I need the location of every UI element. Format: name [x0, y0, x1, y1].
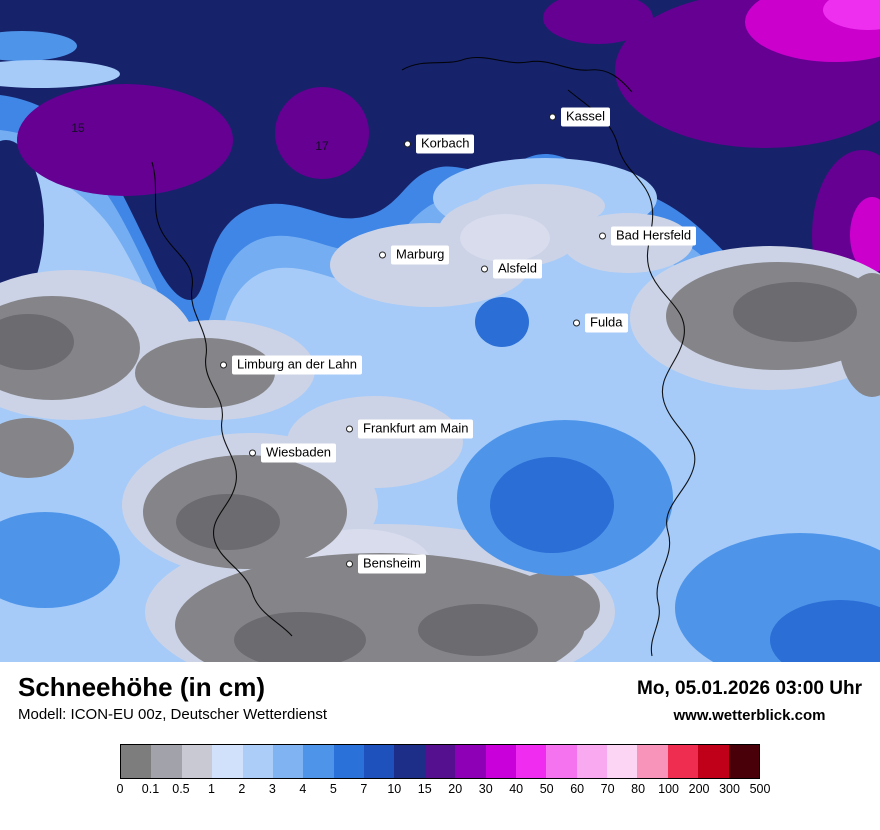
legend-tick-label: 80	[631, 782, 646, 796]
city-marker: Alsfeld	[481, 259, 543, 279]
legend-tick-label: 7	[360, 782, 368, 796]
website-link[interactable]: www.wetterblick.com	[673, 707, 826, 724]
city-label: Limburg an der Lahn	[232, 355, 362, 375]
legend: 0 0.1 0.5 1 2 3 4 5 7 10 15 20 30 40 50 60 70 80 100 200 300…	[116, 744, 771, 798]
legend-tick-labels: 0 0.1 0.5 1 2 3 4 5 7 10 15 20 30 40 50 60 70 80 100 200 300…	[116, 782, 771, 798]
city-dot	[379, 251, 386, 259]
legend-color-segment	[637, 745, 668, 778]
legend-color-segment	[515, 745, 547, 778]
legend-tick-label: 0.5	[172, 782, 190, 796]
map-info-left: Schneehöhe (in cm) Modell: ICON-EU 00z, …	[18, 668, 327, 724]
legend-tick-label: 0.1	[141, 782, 160, 796]
city-label: Marburg	[391, 245, 450, 265]
city-marker: Bad Hersfeld	[599, 226, 697, 246]
city-marker: Bensheim	[346, 554, 426, 574]
legend-tick-label: 10	[387, 782, 402, 796]
legend-tick-label: 2	[238, 782, 246, 796]
legend-color-segment	[576, 745, 607, 778]
legend-tick-label: 5	[329, 782, 337, 796]
contour-value-label: 17	[315, 139, 329, 153]
legend-color-segment	[455, 745, 486, 778]
city-marker: Korbach	[404, 134, 475, 154]
city-markers: Kassel Korbach Bad Hersfeld Marburg Alsfeld F…	[220, 107, 697, 574]
legend-color-segment	[607, 745, 638, 778]
legend-color-segment	[333, 745, 364, 778]
city-dot	[346, 560, 353, 568]
city-dot	[220, 361, 227, 369]
state-borders	[151, 56, 696, 657]
legend-color-segment	[485, 745, 516, 778]
contour-label-layer: 15 17	[71, 121, 329, 153]
legend-color-segment	[424, 745, 456, 778]
model-info: Modell: ICON-EU 00z, Deutscher Wetterdie…	[18, 706, 328, 723]
city-label: Frankfurt am Main	[358, 419, 474, 439]
legend-tick-label: 100	[658, 782, 679, 796]
snow-depth-map: 15 17 Kassel Korbach Bad Hersfeld Marburg Als…	[0, 0, 880, 662]
legend-tick-label: 500	[749, 782, 771, 796]
city-label: Fulda	[585, 313, 628, 333]
legend-tick-label: 1	[207, 782, 215, 796]
legend-color-segment	[242, 745, 273, 778]
forecast-datetime: Mo, 05.01.2026 03:00 Uhr	[637, 678, 862, 699]
city-dot	[404, 140, 411, 148]
legend-tick-label: 50	[539, 782, 554, 796]
city-label: Kassel	[561, 107, 611, 127]
city-marker: Fulda	[573, 313, 628, 333]
contour-value-label: 15	[71, 121, 85, 135]
city-marker: Kassel	[549, 107, 611, 127]
legend-color-segment	[212, 745, 243, 778]
legend-color-segment	[364, 745, 395, 778]
city-label: Wiesbaden	[261, 443, 337, 463]
city-dot	[549, 113, 556, 121]
legend-color-segment	[151, 745, 182, 778]
legend-tick-label: 15	[417, 782, 432, 796]
city-label: Bensheim	[358, 554, 426, 574]
city-marker: Limburg an der Lahn	[220, 355, 362, 375]
map-footer: Schneehöhe (in cm) Modell: ICON-EU 00z, …	[0, 662, 880, 830]
city-label: Korbach	[416, 134, 475, 154]
city-dot	[481, 265, 488, 273]
city-marker: Frankfurt am Main	[346, 419, 474, 439]
deeper-snow-pockets	[0, 297, 880, 662]
city-dot	[346, 425, 353, 433]
legend-tick-label: 4	[299, 782, 307, 796]
legend-tick-label: 20	[448, 782, 463, 796]
city-label: Bad Hersfeld	[611, 226, 697, 246]
city-label: Alsfeld	[493, 259, 543, 279]
city-marker: Wiesbaden	[249, 443, 337, 463]
legend-color-segment	[272, 745, 304, 778]
legend-tick-label: 0	[116, 782, 124, 796]
legend-color-segment	[394, 745, 425, 778]
legend-color-segment	[667, 745, 699, 778]
legend-tick-label: 200	[688, 782, 710, 796]
legend-color-segment	[546, 745, 577, 778]
map-title: Schneehöhe (in cm)	[18, 672, 266, 702]
legend-color-segment	[698, 745, 729, 778]
legend-colorbar	[120, 744, 760, 779]
legend-color-segment	[303, 745, 334, 778]
map-info-row: Schneehöhe (in cm) Modell: ICON-EU 00z, …	[18, 668, 862, 724]
legend-tick-label: 70	[600, 782, 615, 796]
legend-color-segment	[181, 745, 213, 778]
map-info-right: Mo, 05.01.2026 03:00 Uhr www.wetterblick…	[637, 668, 862, 724]
city-marker: Marburg	[379, 245, 450, 265]
legend-tick-label: 40	[509, 782, 524, 796]
legend-tick-label: 60	[570, 782, 585, 796]
city-dot	[249, 449, 256, 457]
legend-color-segment	[728, 745, 759, 778]
legend-tick-label: 300	[719, 782, 740, 796]
legend-tick-label: 30	[478, 782, 493, 796]
snow-free-regions	[0, 262, 880, 662]
legend-color-segment	[121, 745, 152, 778]
snow-depth-raster	[0, 0, 880, 662]
city-dot	[599, 232, 606, 240]
city-dot	[573, 319, 580, 327]
legend-tick-label: 3	[268, 782, 276, 796]
